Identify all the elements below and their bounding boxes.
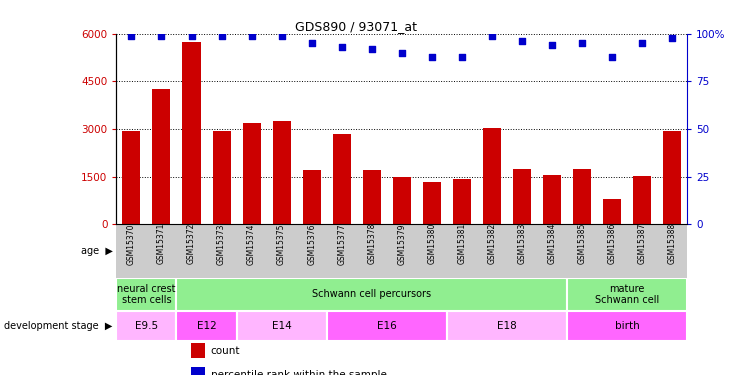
Bar (363, 170, 381, 225)
Point (246, 33, 258, 39)
Point (516, 38, 528, 44)
Bar (243, 123, 261, 225)
Bar (423, 182, 441, 225)
Text: age  ▶: age ▶ (81, 246, 113, 256)
Title: GDS890 / 93071_at: GDS890 / 93071_at (295, 20, 417, 33)
Point (396, 50, 408, 56)
Bar (152, 89, 170, 225)
Text: percentile rank within the sample: percentile rank within the sample (210, 370, 387, 375)
Point (606, 54, 618, 60)
Bar (603, 199, 621, 225)
Point (125, 33, 137, 39)
Point (636, 40, 648, 46)
Bar (237, 311, 327, 340)
Text: E12: E12 (197, 321, 216, 331)
Bar (573, 169, 591, 225)
Text: E14: E14 (272, 321, 291, 331)
Bar (633, 176, 651, 225)
Point (456, 54, 468, 60)
Text: Schwann cell percursors: Schwann cell percursors (312, 290, 431, 300)
Bar (567, 278, 687, 311)
Text: E9.5: E9.5 (135, 321, 158, 331)
Bar (122, 131, 140, 225)
Bar (663, 131, 681, 225)
Point (546, 42, 558, 48)
Point (185, 33, 198, 39)
Bar (191, 344, 205, 358)
Bar (453, 179, 471, 225)
Text: count: count (210, 346, 240, 356)
Bar (116, 311, 176, 340)
Text: E16: E16 (377, 321, 397, 331)
Bar (567, 311, 687, 340)
Point (155, 33, 167, 39)
Point (336, 44, 348, 50)
Bar (447, 311, 567, 340)
Text: E18: E18 (497, 321, 517, 331)
Point (576, 40, 588, 46)
Bar (303, 170, 321, 225)
Point (486, 33, 498, 39)
Bar (176, 311, 237, 340)
Bar (543, 175, 561, 225)
Point (426, 54, 438, 60)
Text: neural crest
stem cells: neural crest stem cells (117, 284, 176, 305)
Bar (213, 131, 231, 225)
Bar (116, 278, 176, 311)
Bar (333, 134, 351, 225)
Text: birth: birth (615, 321, 639, 331)
Bar (327, 311, 447, 340)
Bar (513, 169, 531, 225)
Text: development stage  ▶: development stage ▶ (5, 321, 113, 331)
Bar (191, 368, 205, 375)
Bar (182, 42, 201, 225)
Point (306, 40, 318, 46)
Bar (176, 278, 567, 311)
Point (366, 46, 378, 52)
Point (666, 34, 678, 40)
Bar (393, 177, 411, 225)
Point (216, 33, 228, 39)
Bar (483, 128, 501, 225)
Text: mature
Schwann cell: mature Schwann cell (595, 284, 659, 305)
Bar (273, 121, 291, 225)
Point (276, 33, 288, 39)
